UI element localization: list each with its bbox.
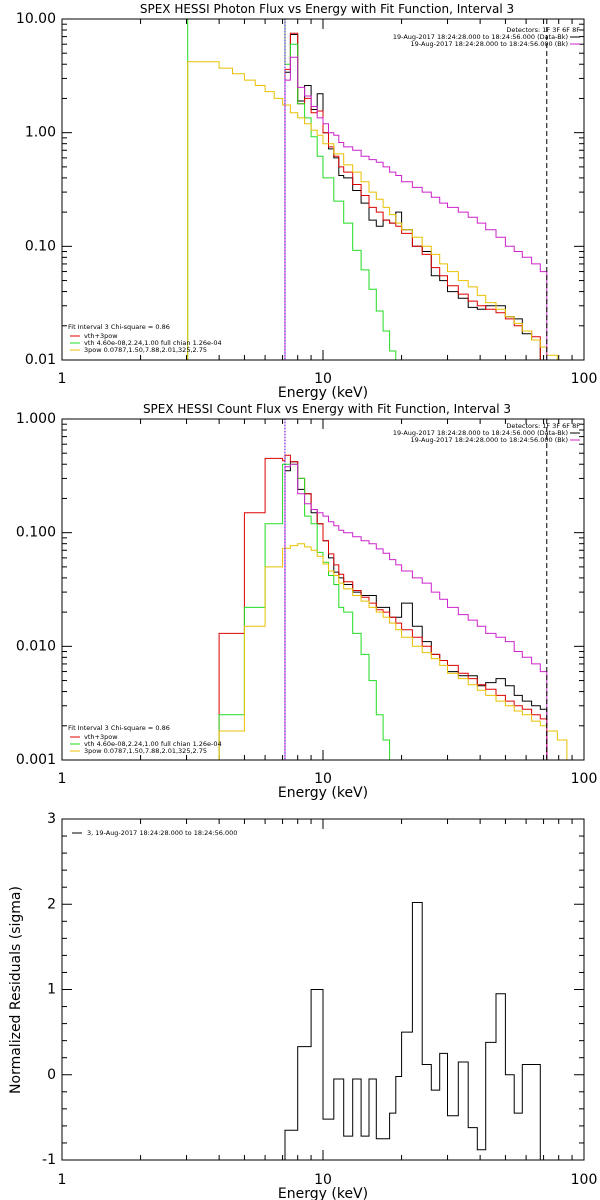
series-line-magenta bbox=[284, 463, 548, 760]
legend-entry: vth 4.60e-08,2.24,1.00 full chian 1.26e-… bbox=[84, 339, 222, 347]
y-tick-label: 0.100 bbox=[16, 525, 56, 541]
plot-frame bbox=[61, 418, 585, 761]
legend-entry: 19-Aug-2017 18:24:28.000 to 18:24:56.000… bbox=[393, 33, 568, 41]
x-axis-label: Energy (keV) bbox=[278, 785, 368, 801]
x-tick-label: 100 bbox=[571, 1172, 598, 1188]
x-tick-label: 1 bbox=[58, 771, 67, 787]
x-tick-label: 100 bbox=[571, 771, 598, 787]
legend-entry: 3pow 0.0787,1.50,7.88,2.01,325,2.75 bbox=[84, 346, 207, 354]
legend-header: Fit Interval 3 Chi-square = 0.86 bbox=[68, 323, 170, 331]
x-axis-label: Energy (keV) bbox=[278, 385, 368, 401]
y-tick-label: 0 bbox=[47, 1067, 56, 1083]
vertical-markers bbox=[284, 419, 548, 760]
x-tick-label: 100 bbox=[571, 371, 598, 387]
y-tick-label: 10.00 bbox=[16, 11, 56, 27]
y-tick-label: -1 bbox=[42, 1152, 56, 1168]
legend-header: Fit Interval 3 Chi-square = 0.86 bbox=[68, 724, 170, 732]
series-line-green bbox=[218, 463, 391, 760]
legend-header: Detectors: 1F 3F 6F 8F bbox=[506, 422, 580, 430]
count-flux-panel: SPEX HESSI Count Flux vs Energy with Fit… bbox=[16, 402, 597, 801]
legend-entry: 19-Aug-2017 18:24:28.000 to 18:24:56.000… bbox=[411, 436, 568, 444]
series-group bbox=[284, 902, 547, 1161]
y-tick-label: 3 bbox=[47, 811, 56, 827]
legend-entry: 19-Aug-2017 18:24:28.000 to 18:24:56.000… bbox=[393, 429, 568, 437]
legend-entry: 3, 19-Aug-2017 18:24:28.000 to 18:24:56.… bbox=[87, 829, 237, 837]
series-line-yellow bbox=[186, 543, 568, 761]
x-tick-label: 10 bbox=[314, 1172, 332, 1188]
y-tick-label: 1.00 bbox=[25, 125, 56, 141]
vertical-markers bbox=[284, 19, 548, 360]
x-tick-label: 1 bbox=[58, 371, 67, 387]
series-line-red bbox=[284, 32, 541, 360]
x-tick-label: 10 bbox=[314, 771, 332, 787]
y-tick-label: 0.001 bbox=[16, 752, 56, 768]
legend-entry: vth+3pow bbox=[84, 733, 118, 741]
series-line-yellow bbox=[187, 61, 567, 361]
legend-top-right: Detectors: 1F 3F 6F 8F 19-Aug-2017 18:24… bbox=[393, 422, 580, 444]
series-group bbox=[186, 454, 568, 761]
residuals-panel: 1 10 100 -1 0 1 2 3 Energy (keV) Normali… bbox=[8, 811, 597, 1200]
y-tick-label: 0.01 bbox=[25, 352, 56, 368]
y-tick-label: 0.10 bbox=[25, 238, 56, 254]
plot-frame bbox=[61, 18, 585, 361]
legend-entry: 3pow 0.0787,1.50,7.88,2.01,325,2.75 bbox=[84, 747, 207, 755]
plot-frame bbox=[61, 818, 585, 1161]
y-tick-label: 2 bbox=[47, 896, 56, 912]
y-axis-label: Normalized Residuals (sigma) bbox=[8, 886, 24, 1094]
legend-top-right: Detectors: 1F 3F 6F 8F 19-Aug-2017 18:24… bbox=[393, 26, 580, 48]
legend-entry: 19-Aug-2017 18:24:28.000 to 18:24:56.000… bbox=[411, 40, 568, 48]
legend-entry: vth+3pow bbox=[84, 332, 118, 340]
panel-title: SPEX HESSI Count Flux vs Energy with Fit… bbox=[143, 402, 511, 416]
x-tick-label: 10 bbox=[314, 371, 332, 387]
series-line-magenta bbox=[284, 56, 548, 360]
y-tick-label: 1 bbox=[47, 982, 56, 998]
x-axis-label: Energy (keV) bbox=[278, 1186, 368, 1200]
photon-flux-panel: SPEX HESSI Photon Flux vs Energy with Fi… bbox=[16, 2, 597, 401]
legend-top-left: 3, 19-Aug-2017 18:24:28.000 to 18:24:56.… bbox=[72, 829, 237, 837]
legend-entry: vth 4.60e-08,2.24,1.00 full chian 1.26e-… bbox=[84, 740, 222, 748]
y-tick-label: 0.010 bbox=[16, 638, 56, 654]
panel-title: SPEX HESSI Photon Flux vs Energy with Fi… bbox=[140, 2, 514, 16]
series-line-black bbox=[284, 902, 547, 1161]
legend-bottom-left: Fit Interval 3 Chi-square = 0.86 vth+3po… bbox=[68, 323, 222, 354]
series-line-green bbox=[187, 18, 397, 360]
legend-header: Detectors: 1F 3F 6F 8F bbox=[506, 26, 580, 34]
y-tick-label: 1.000 bbox=[16, 411, 56, 427]
series-group bbox=[187, 18, 567, 361]
x-tick-label: 1 bbox=[58, 1172, 67, 1188]
legend-bottom-left: Fit Interval 3 Chi-square = 0.86 vth+3po… bbox=[68, 724, 222, 755]
